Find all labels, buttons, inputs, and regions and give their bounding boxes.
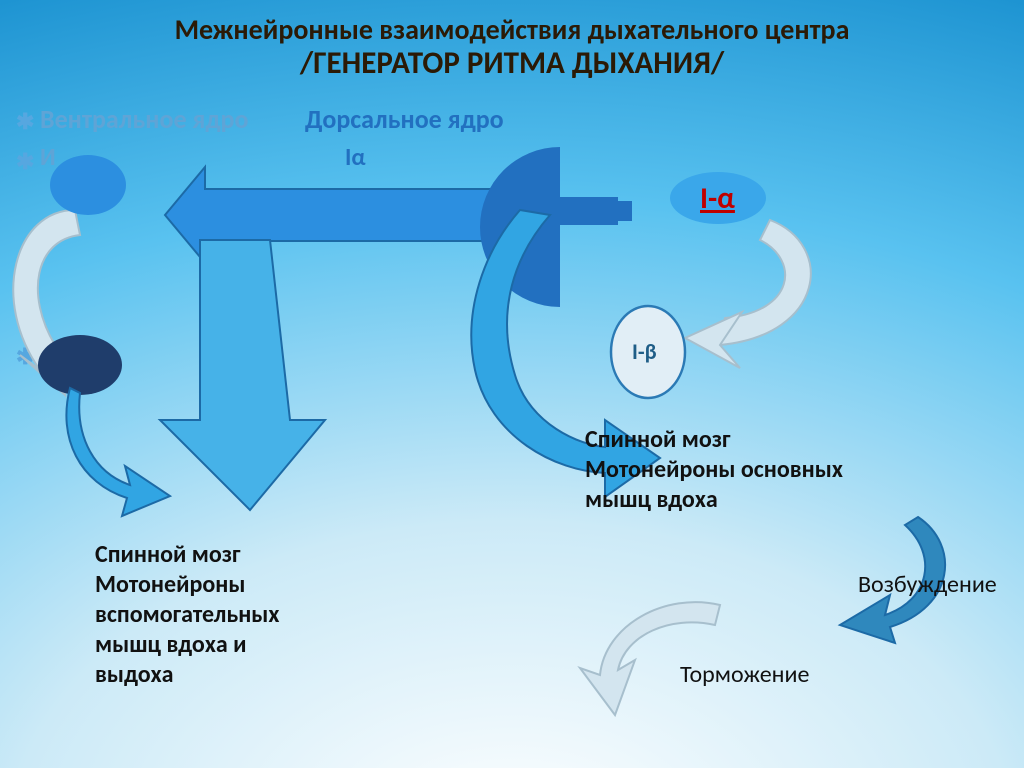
dorsal-nucleus-label: Дорсальное ядро <box>305 103 504 135</box>
bullet-icon: ✱ <box>16 108 34 135</box>
right-spinal-text: Спинной мозг Мотонейроны основных мышц в… <box>585 425 1005 515</box>
legend-excitation-label: Возбуждение <box>858 570 997 599</box>
ventral-E-down-curve-arrow <box>75 388 185 518</box>
slide: Межнейронные взаимодействия дыхательного… <box>0 0 1024 768</box>
legend-inhibition-label: Торможение <box>680 660 809 689</box>
title-line2: /ГЕНЕРАТОР РИТМА ДЫХАНИЯ/ <box>0 46 1024 82</box>
left-spinal-text: Спинной мозг Мотонейроны вспомогательных… <box>95 540 395 690</box>
slide-title: Межнейронные взаимодействия дыхательного… <box>0 14 1024 82</box>
ventral-nucleus-label: Вентральное ядро <box>40 103 248 135</box>
title-line1: Межнейронные взаимодействия дыхательного… <box>0 14 1024 46</box>
